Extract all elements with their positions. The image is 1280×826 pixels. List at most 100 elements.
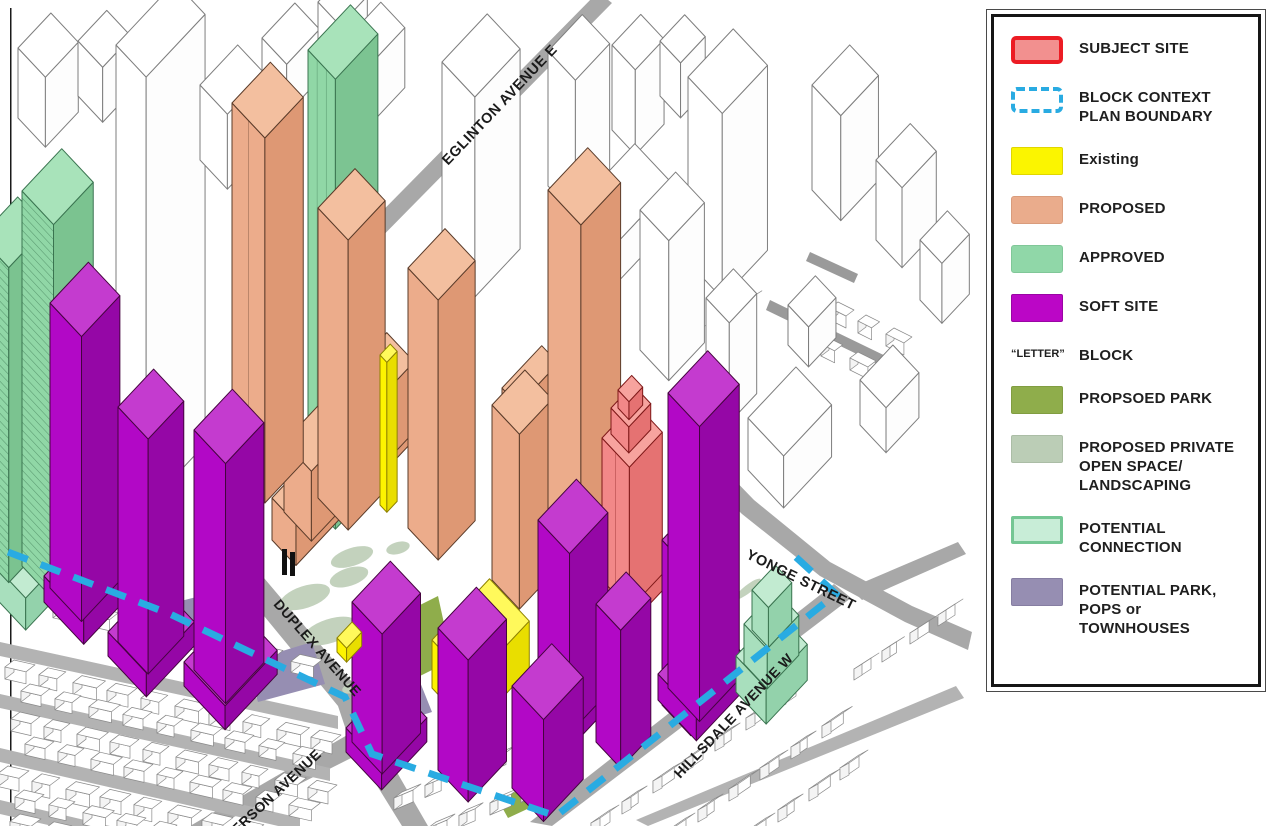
legend-label-line: POTENTIAL PARK, [1079,582,1217,599]
house-row [829,301,913,356]
house [652,761,684,782]
house [290,654,323,667]
house [292,746,325,759]
facade-line [0,420,9,431]
house [393,783,422,799]
house [88,699,121,713]
facade-line [21,501,54,536]
building-face [386,350,398,513]
facade-line [0,332,9,343]
house [156,767,184,779]
legend-item-letter-block: “LETTER” BLOCK [1011,343,1252,365]
house [201,812,234,826]
legend-item-proposed: PROPOSED [1011,196,1252,224]
house [10,711,41,724]
legend-label-line: OPEN SPACE/ [1079,458,1183,475]
legend-label-line: BLOCK [1079,347,1134,364]
house [857,314,880,329]
building-face [667,392,701,723]
context-building [687,28,768,299]
legend-item-proposed-park: PROPSOED PARK [1011,386,1252,414]
facade-line [21,293,54,328]
legend-label-line: APPROVED [1079,249,1165,266]
house [82,805,115,819]
legend-label-line: SUBJECT SITE [1079,40,1189,57]
laneway [806,252,858,283]
house [208,757,239,770]
building-face [705,268,758,324]
facade-line [21,325,54,360]
residential-street [0,694,330,781]
building-face [875,123,937,189]
facade-line [21,373,54,408]
house [697,793,724,811]
facade-line [0,260,9,271]
house [24,736,55,749]
house [821,706,853,727]
house [590,804,620,824]
context-building [919,210,970,324]
facade-line [0,540,9,551]
existing-building [336,621,363,663]
house-row [853,598,964,681]
house-row [9,813,73,826]
context-building [859,344,920,454]
legend-label-line: POPS or [1079,601,1142,618]
house [885,327,913,344]
house [76,726,109,740]
house [175,749,208,763]
approved-building [751,564,793,648]
soft-site-tower [351,560,421,775]
legend-item-soft-site: SOFT SITE [1011,294,1252,322]
facade-line [21,453,54,488]
facade-line [21,413,54,448]
facade-line [0,380,9,391]
house [241,764,269,777]
building-face [147,400,185,675]
facade-line [21,517,54,552]
house [808,769,840,790]
building-face [231,61,304,139]
facade-line [0,476,9,487]
proposed-tower [407,228,476,561]
facade-line [0,532,9,543]
building-face [117,406,149,675]
building-face [407,228,476,301]
facade-line [0,396,9,407]
legend-label-line: Existing [1079,151,1139,168]
legend-item-potential-connection: POTENTIAL CONNECTION [1011,516,1252,557]
legend-swatch-proposed-private-open-space [1011,435,1063,463]
house [222,782,253,795]
soft-site-tower [117,368,185,675]
house [72,675,106,689]
building-face [491,404,520,610]
facade-line [21,237,54,272]
soft-site-tower [437,586,507,803]
building-face [81,295,121,623]
house [430,813,456,826]
facade-line [0,524,9,535]
facade-line [0,556,9,567]
legend-label-line: POTENTIAL [1079,520,1166,537]
legend-item-existing: Existing [1011,147,1252,175]
house-row [10,711,338,805]
house [190,722,223,736]
house [937,598,964,616]
house-row [20,683,325,770]
house [683,741,713,761]
house [4,659,36,673]
building-face [317,207,349,531]
context-building [17,12,79,148]
facade-line [21,485,54,520]
house [65,781,100,795]
house [54,691,82,704]
facade-line [0,412,9,423]
facade-line [21,365,54,400]
house [47,821,73,826]
building-face [687,28,768,114]
house [189,774,222,788]
block-context-plan-boundary-line [6,545,842,820]
legend-swatch-proposed [1011,196,1063,224]
facade-line [0,324,9,335]
building-face [547,14,611,81]
